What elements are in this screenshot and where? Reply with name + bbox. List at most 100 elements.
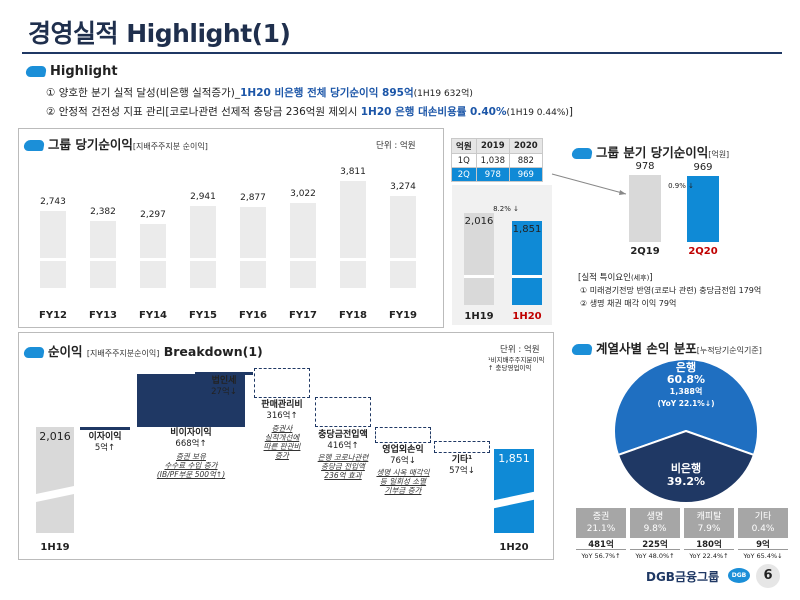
segment-box: 캐피탈 7.9%	[684, 508, 734, 538]
breakdown-panel	[18, 332, 554, 560]
pie-bank-pct: 60.8%	[666, 373, 706, 386]
wf-value: 316억↑	[266, 411, 298, 421]
footnote-1: ¹비지배주주지분이익	[488, 356, 545, 364]
wing-icon	[25, 66, 47, 77]
group-net-value: 2,382	[90, 207, 116, 218]
quarter-subtitle: [억원]	[708, 150, 730, 159]
wf-value: 57억↓	[449, 466, 475, 476]
footnote-2: ↑ 충당영업이익	[488, 364, 532, 372]
half-bar	[464, 213, 494, 305]
factors-title-sub: (세후)	[630, 274, 650, 282]
wf-label-tax: 법인세 27억↓	[195, 376, 253, 398]
group-net-bar-break	[90, 258, 116, 261]
half-chart: 2,016 1H19 1,851 1H20 8.2% ↓	[452, 195, 552, 325]
hl2-small: (1H19 0.44%)	[506, 108, 569, 118]
quarter-xlabel: 2Q19	[630, 246, 660, 257]
quarter-bar	[687, 176, 719, 242]
group-net-bar-break	[290, 258, 316, 261]
group-net-bar	[240, 207, 266, 288]
quarter-bar	[629, 175, 661, 242]
hl1-small: (1H19 632억)	[413, 89, 473, 99]
wf-bar-noninterest	[137, 374, 245, 427]
group-net-bar	[390, 196, 416, 288]
wf-note-provision: 은행 코로나관련 충당금 전입액 236억 효과	[317, 453, 369, 480]
group-net-xlabel: FY16	[239, 310, 267, 321]
pie-slice	[616, 429, 756, 504]
wf-label-provision: 충당금전입액 416억↑	[309, 430, 377, 452]
wf-name: 판매관리비	[261, 400, 303, 410]
pie-bank-name: 은행	[675, 361, 697, 374]
footer-brand: DGB금융그룹	[646, 570, 720, 584]
pie-bank-value: 1,388억	[669, 387, 703, 396]
breakdown-unit: 단위 : 억원	[500, 345, 540, 355]
group-net-xlabel: FY14	[139, 310, 167, 321]
half-td: 969	[508, 167, 543, 182]
wf-bar-other	[434, 441, 490, 453]
group-net-value: 2,297	[140, 209, 166, 220]
segment-name: 증권	[592, 512, 610, 522]
segment-yoy: YoY 56.7%↑	[581, 552, 621, 560]
pie-slice	[613, 358, 759, 457]
wf-name: 기타¹	[451, 455, 473, 465]
segment-yoy: YoY 48.0%↑	[635, 552, 675, 560]
wf-bar-provision	[315, 397, 371, 427]
segment-pct: 21.1%	[586, 524, 616, 534]
half-td: 1,038	[475, 153, 510, 168]
pie-bank-yoy: (YoY 22.1%↓)	[657, 399, 715, 408]
hl1-blue: 1H20 비은행 전체 당기순이익 895억	[240, 87, 414, 99]
wf-start-bar	[36, 427, 74, 533]
wf-value: 27억↓	[211, 387, 237, 397]
group-net-value: 3,022	[290, 189, 316, 200]
group-net-bar	[90, 221, 116, 288]
segment-pct: 0.4%	[751, 524, 775, 534]
wf-label-other: 기타¹ 57억↓	[434, 455, 490, 477]
segment-yoy: YoY 65.4%↓	[743, 552, 783, 560]
pie-nonbank-pct: 39.2%	[666, 475, 706, 488]
segment-box: 기타 0.4%	[738, 508, 788, 538]
highlight-line-1: ① 양호한 분기 실적 달성(비은행 실적증가)_1H20 비은행 전체 당기순…	[46, 85, 473, 100]
wf-name: 충당금전입액	[318, 430, 368, 440]
wf-value: 76억↓	[390, 456, 416, 466]
wf-note-nonop: 생명 시옥 매각익 등 일회성 소멸 기부금 증가	[376, 468, 430, 495]
group-net-bar	[40, 211, 66, 288]
segments-pie	[613, 358, 759, 504]
group-net-bar	[190, 205, 216, 288]
segments-subtitle: [누적당기순익기준]	[696, 346, 762, 355]
group-net-bar-break	[40, 258, 66, 261]
factors-title: [실적 특이요인(세후)]	[578, 271, 653, 283]
segment-value: 481억	[576, 538, 626, 550]
wf-bar-tax	[195, 372, 253, 375]
half-th-1: 2019	[475, 138, 510, 154]
half-td: 978	[475, 167, 510, 182]
highlight-line-2: ② 안정적 건전성 지표 관리[코로나관련 선제적 충당금 236억원 제외시 …	[46, 104, 573, 119]
wf-end-label: 1H20	[499, 542, 529, 553]
hl1-prefix: ① 양호한 분기 실적 달성(비은행 실적증가)_	[46, 87, 241, 99]
half-bar	[512, 220, 542, 305]
segment-pct: 9.8%	[643, 524, 667, 534]
segments-title: 계열사별 손익 분포[누적당기순익기준]	[571, 338, 762, 357]
title-rule	[22, 52, 782, 54]
page-title: 경영실적 Highlight(1)	[28, 19, 291, 48]
group-net-value: 3,811	[340, 167, 366, 178]
segment-name: 캐피탈	[696, 512, 722, 522]
group-net-unit: 단위 : 억원	[376, 141, 416, 151]
half-xlabel: 1H19	[464, 311, 494, 322]
wf-label-noninterest: 비이자이익 668억↑	[135, 428, 247, 450]
factors-title-text: [실적 특이요인	[578, 273, 631, 283]
wf-name: 법인세	[211, 376, 237, 386]
group-net-subtitle: [지배주주지분 순이익]	[132, 142, 208, 151]
wf-start-value: 2,016	[39, 430, 71, 443]
group-net-xlabel: FY13	[89, 310, 117, 321]
group-net-bar-break	[340, 258, 366, 261]
segment-name: 기타	[754, 512, 772, 522]
half-th-2: 2020	[508, 138, 543, 154]
half-value: 1,851	[512, 223, 542, 235]
group-net-xlabel: FY17	[289, 310, 317, 321]
page-number: 6	[756, 564, 780, 588]
half-xlabel: 1H20	[512, 311, 542, 322]
factor-1: ① 미래경기전망 반영(코로나 관련) 충당금전입 179억	[580, 286, 762, 295]
group-net-bar-break	[190, 258, 216, 261]
segment-name: 생명	[646, 512, 664, 522]
group-net-bar	[340, 181, 366, 288]
segment-pct: 7.9%	[697, 524, 721, 534]
